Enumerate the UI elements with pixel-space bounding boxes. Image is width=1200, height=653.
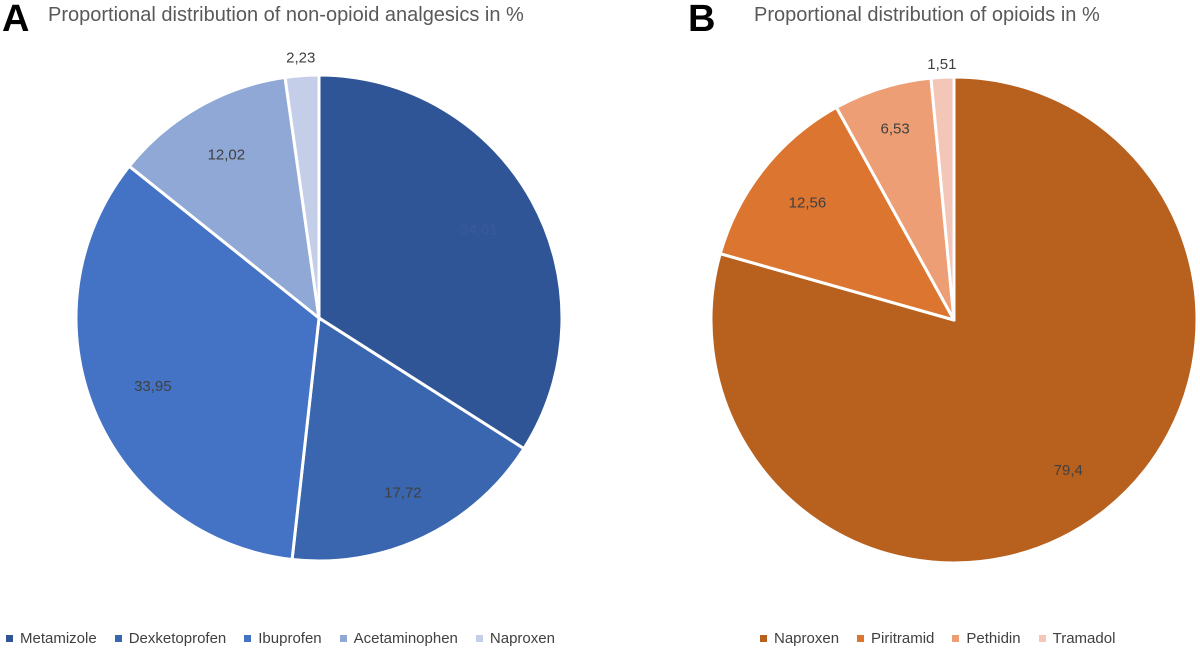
legend-label: Tramadol <box>1052 630 1116 647</box>
pie-slice-acetaminophen <box>127 75 321 320</box>
legend-item-naproxen: Naproxen <box>475 630 555 647</box>
pie-slice-ibuprofen <box>74 164 321 562</box>
pie-slice-naproxen <box>709 75 1199 565</box>
chart-title: Proportional distribution of opioids in … <box>754 4 1100 26</box>
legend-swatch <box>339 635 347 642</box>
pie-chart-b: 79,4 12,56 6,53 1,51 <box>709 56 1199 565</box>
data-label-ibuprofen: 33,95 <box>134 378 172 395</box>
legend-swatch <box>244 635 252 642</box>
panel-label: A <box>2 0 30 40</box>
legend-label: Acetaminophen <box>353 630 458 647</box>
legend-label: Piritramid <box>871 630 935 647</box>
data-label-acetaminophen: 12,02 <box>208 146 246 163</box>
legend-item-ibuprofen: Ibuprofen <box>244 630 322 647</box>
legend-item-piritramid: Piritramid <box>857 630 934 647</box>
pie-slice-piritramid <box>718 105 956 322</box>
legend-swatch <box>1038 635 1046 642</box>
legend-item-acetaminophen: Acetaminophen <box>339 630 458 647</box>
data-label-naproxen: 79,4 <box>1054 462 1083 479</box>
chart-panel-b: 79,4 12,56 6,53 1,51 B Proportional distrib… <box>640 0 1200 653</box>
legend-swatch <box>760 635 767 642</box>
legend-item-naproxen: Naproxen <box>760 630 839 647</box>
data-label-metamizole: 34,01 <box>460 221 498 238</box>
legend-item-tramadol: Tramadol <box>1038 630 1116 647</box>
chart-legend: Metamizole Dexketoprofen Ibuprofen Acetamin… <box>6 630 573 647</box>
legend-swatch <box>952 635 960 642</box>
pie-chart-a: 34,01 17,72 33,95 12,02 2,23 <box>74 50 564 563</box>
legend-item-metamizole: Metamizole <box>6 630 97 647</box>
data-label-tramadol: 1,51 <box>927 56 956 73</box>
legend-swatch <box>6 635 13 642</box>
data-label-naproxen: 2,23 <box>286 50 315 67</box>
chart-panel-a: 34,01 17,72 33,95 12,02 2,23 A Proportional … <box>2 0 573 647</box>
pie-slice-dexketoprofen <box>290 316 526 563</box>
legend-swatch <box>857 635 865 642</box>
chart-legend: Naproxen Piritramid Pethidin Tramadol <box>760 630 1133 647</box>
pie-slice-tramadol <box>929 75 956 322</box>
legend-label: Pethidin <box>966 630 1021 647</box>
chart-title: Proportional distribution of non-opioid … <box>48 4 524 26</box>
legend-swatch <box>475 635 483 642</box>
data-label-pethidin: 6,53 <box>881 121 910 138</box>
legend-swatch <box>114 635 122 642</box>
panel-label: B <box>688 0 716 40</box>
legend-label: Naproxen <box>489 630 555 647</box>
legend-item-dexketoprofen: Dexketoprofen <box>114 630 227 647</box>
data-label-dexketoprofen: 17,72 <box>384 484 422 501</box>
data-label-piritramid: 12,56 <box>789 195 827 212</box>
pie-slice-naproxen <box>283 73 321 320</box>
legend-label: Metamizole <box>20 630 97 647</box>
legend-label: Ibuprofen <box>258 630 322 647</box>
legend-item-pethidin: Pethidin <box>952 630 1021 647</box>
legend-label: Naproxen <box>774 630 840 647</box>
legend-label: Dexketoprofen <box>128 630 227 647</box>
